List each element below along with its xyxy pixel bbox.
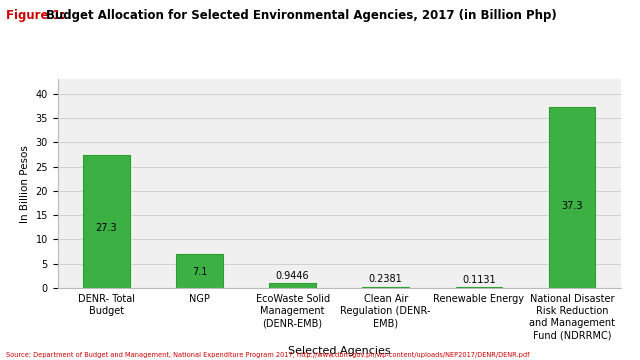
Bar: [548, 107, 595, 288]
X-axis label: Selected Agencies: Selected Agencies: [288, 346, 390, 356]
Text: 27.3: 27.3: [95, 223, 117, 233]
Bar: [269, 283, 316, 288]
Text: 0.9446: 0.9446: [276, 271, 310, 281]
Text: Figure 1:: Figure 1:: [6, 9, 70, 22]
Text: 0.1131: 0.1131: [462, 275, 495, 285]
Bar: [362, 287, 409, 288]
Text: Source: Department of Budget and Management, National Expenditure Program 2017, : Source: Department of Budget and Managem…: [6, 352, 530, 358]
Bar: [83, 156, 130, 288]
Text: 7.1: 7.1: [192, 267, 207, 278]
Bar: [176, 253, 223, 288]
Text: 37.3: 37.3: [561, 202, 582, 211]
Y-axis label: In Billion Pesos: In Billion Pesos: [20, 145, 30, 222]
Bar: [456, 287, 502, 288]
Text: Budget Allocation for Selected Environmental Agencies, 2017 (in Billion Php): Budget Allocation for Selected Environme…: [46, 9, 557, 22]
Text: 0.2381: 0.2381: [369, 274, 403, 284]
